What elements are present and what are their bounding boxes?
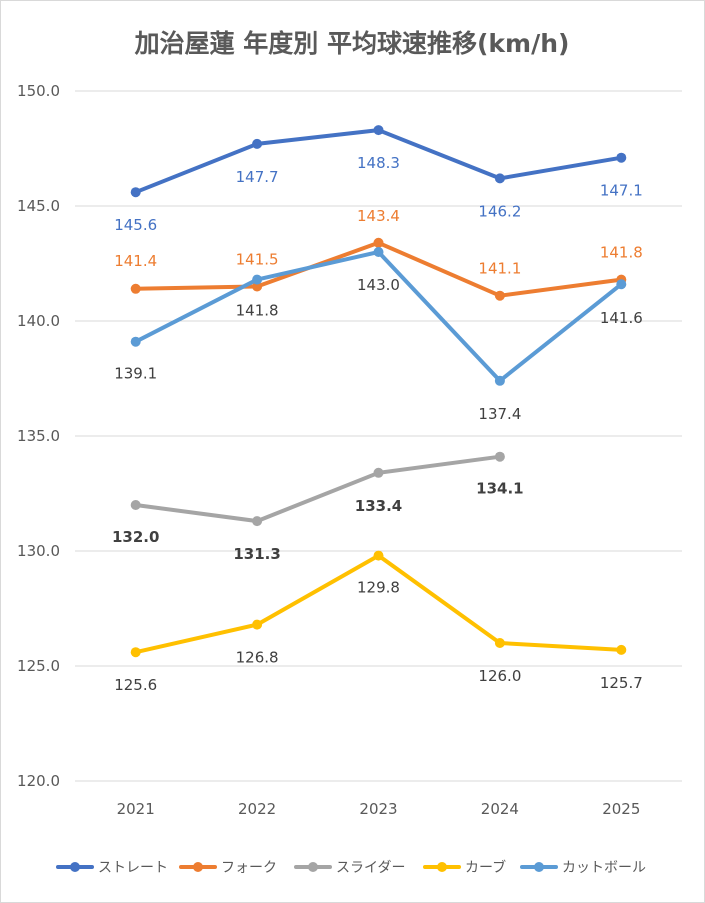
data-point [494,375,505,386]
data-label: 141.6 [600,309,643,327]
legend-swatch-marker [437,862,447,872]
data-label: 145.6 [114,216,157,234]
data-label: 126.8 [236,649,279,667]
x-tick-label: 2022 [238,800,276,818]
data-label: 133.4 [355,497,402,515]
data-point [373,247,384,257]
data-label: 146.2 [478,202,521,220]
data-point [616,279,627,290]
data-label: 147.7 [236,168,279,186]
data-point [494,290,505,301]
data-label: 143.0 [357,276,400,294]
data-label: 141.8 [600,244,643,262]
legend-swatch-marker [308,862,318,872]
y-tick-label: 120.0 [17,772,60,790]
data-point [252,619,263,630]
series-line-3 [133,553,624,655]
data-label: 147.1 [600,182,643,200]
x-tick-label: 2023 [359,800,397,818]
x-axis-ticks: 2021 2022 2023 2024 2025 [117,800,641,818]
legend-label: カットボール [562,860,646,876]
data-point [373,125,384,136]
data-label: 132.0 [112,528,159,546]
legend-swatch-marker [193,862,203,872]
legend-swatch-marker [70,862,80,872]
data-point [616,644,627,655]
data-point [494,451,505,462]
legend-label: カーブ [465,859,506,876]
data-label: 141.4 [114,252,157,270]
legend-swatch-marker [534,862,544,872]
legend-label: フォーク [221,860,277,876]
data-label: 126.0 [478,667,521,685]
data-point [252,281,263,292]
chart-title: 加治屋蓮 年度別 平均球速推移(km/h) [134,29,570,58]
x-tick-label: 2021 [117,800,155,818]
data-point [616,152,627,163]
data-labels: 145.6 147.7 148.3 146.2 147.1 141.4 141.5 143.4… [112,154,643,694]
x-tick-label: 2024 [481,800,519,818]
legend-label: スライダー [336,860,405,876]
data-point [373,467,384,478]
series-lines [130,125,627,658]
data-point [130,647,141,658]
data-point [494,173,505,184]
data-label: 141.5 [236,251,279,269]
data-label: 125.6 [114,676,157,694]
data-label: 139.1 [114,365,157,383]
y-tick-label: 130.0 [17,542,60,560]
data-point [130,336,141,347]
y-tick-label: 145.0 [17,197,60,215]
y-tick-label: 140.0 [17,312,60,330]
data-point [130,187,141,198]
data-label: 141.1 [478,260,521,278]
grid-lines [75,90,682,782]
y-tick-label: 135.0 [17,427,60,445]
data-label: 137.4 [478,405,521,423]
data-point [494,638,505,648]
x-tick-label: 2025 [602,800,640,818]
data-point [373,237,384,248]
data-label: 148.3 [357,154,400,172]
y-tick-label: 125.0 [17,657,60,675]
data-label: 143.4 [357,207,400,225]
legend-label: ストレート [98,860,168,876]
data-point [252,516,263,527]
data-point [130,500,141,510]
series-line-2 [133,454,502,524]
data-point [373,550,384,561]
data-label: 134.1 [476,480,523,498]
y-axis-ticks: 120.0 125.0 130.0 135.0 140.0 145.0 150.0 [17,82,60,790]
legend: ストレート フォーク スライダー カーブ カットボール [56,859,646,876]
series-line-4 [133,250,624,383]
data-label: 141.8 [236,302,279,320]
data-point [252,138,263,149]
data-point [252,274,263,285]
data-label: 125.7 [600,674,643,692]
y-tick-label: 150.0 [17,82,60,100]
data-point [130,283,141,294]
data-label: 131.3 [233,545,280,563]
data-label: 129.8 [357,579,400,597]
